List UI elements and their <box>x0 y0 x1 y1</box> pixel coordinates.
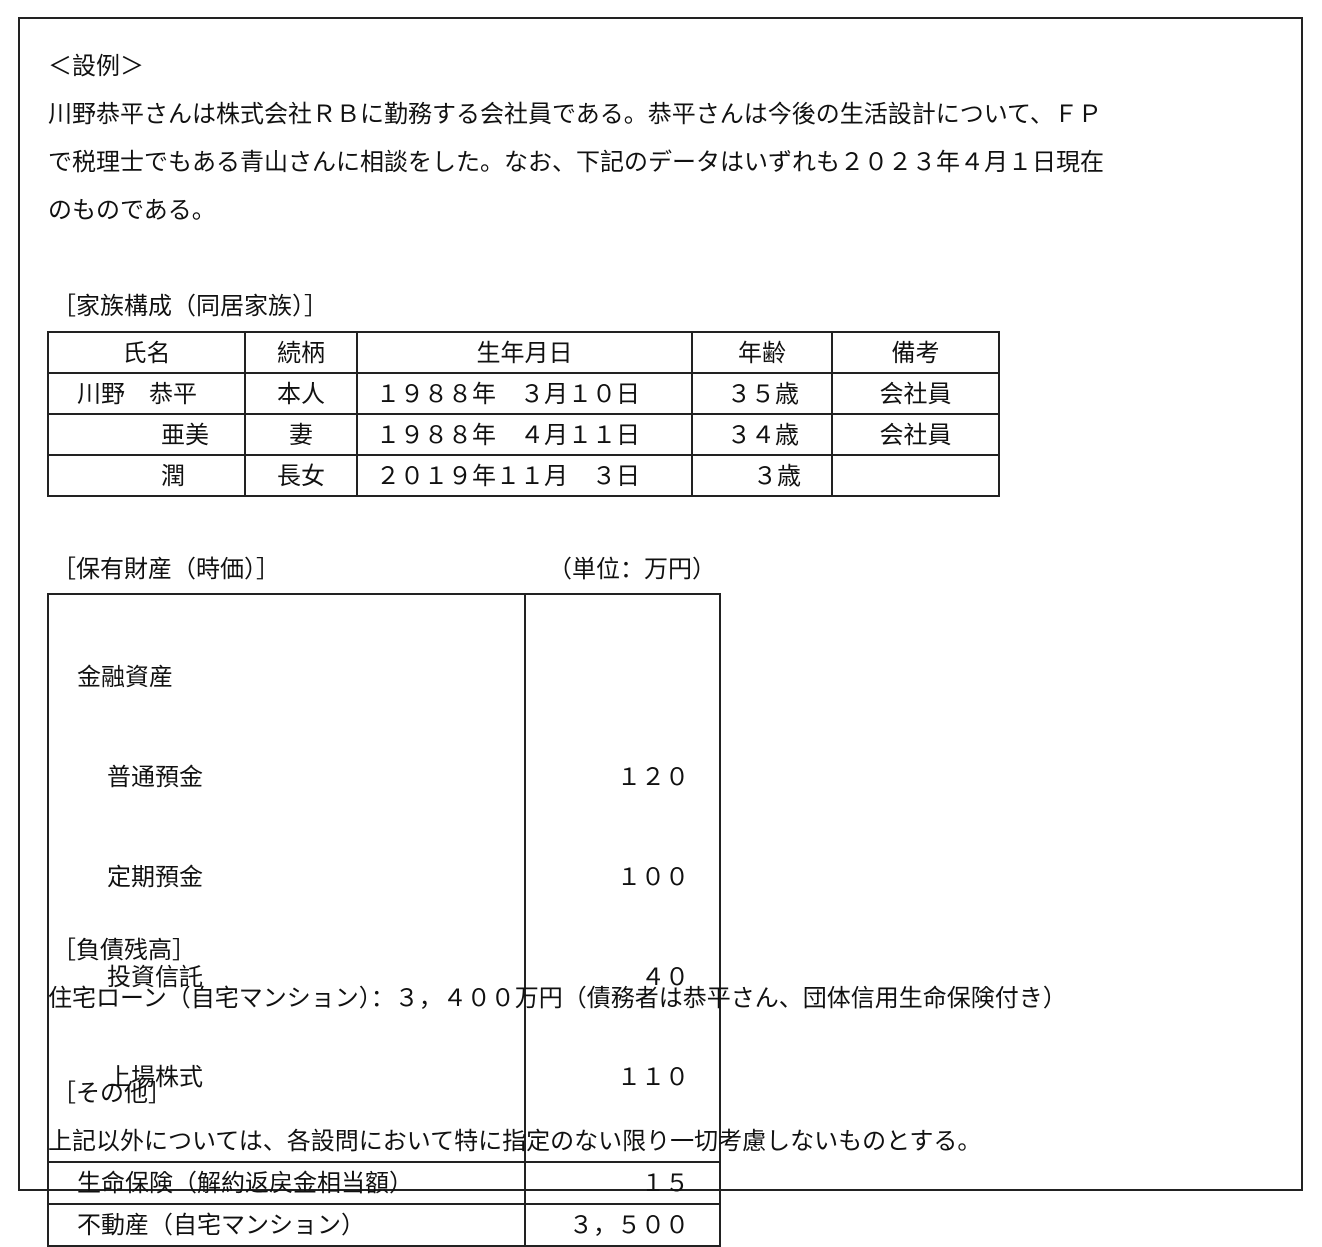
cell-age: ３５歳 <box>691 372 833 415</box>
cell-age: ３４歳 <box>691 413 833 456</box>
cell-relation: 本人 <box>244 372 358 415</box>
header-birthdate: 生年月日 <box>356 331 693 374</box>
intro-line-2: で税理士でもある青山さんに相談をした。なお、下記のデータはいずれも２０２３年４月… <box>48 148 1104 176</box>
table-row-financial: 金融資産 普通預金 定期預金 投資信託 上場株式 １２０ １００ ４０ １１０ <box>47 593 721 1163</box>
cell-note: 会社員 <box>831 372 1000 415</box>
item-value: １００ <box>617 863 689 891</box>
table-row: 潤 長女 ２０１９年１１月 ３日 ３歳 <box>47 454 1000 497</box>
table-header-row: 氏名 続柄 生年月日 年齢 備考 <box>47 331 1000 374</box>
assets-unit: （単位：万円） <box>548 555 716 583</box>
cell-name: 潤 <box>47 454 246 497</box>
table-row: 生命保険（解約返戻金相当額） １５ <box>47 1161 721 1205</box>
item-value: ３，５００ <box>524 1203 721 1247</box>
debt-title: ［負債残高］ <box>52 936 196 964</box>
item-label: 上場株式 <box>107 1063 203 1091</box>
header-note: 備考 <box>831 331 1000 374</box>
item-label: 投資信託 <box>107 963 203 991</box>
assets-title: ［保有財産（時価）］ <box>52 555 280 583</box>
item-value: １１０ <box>617 1063 689 1091</box>
cell-birthdate: １９８８年 ４月１１日 <box>356 413 693 456</box>
cell-name: 亜美 <box>47 413 246 456</box>
financial-label: 金融資産 <box>77 663 173 691</box>
table-row: 不動産（自宅マンション） ３，５００ <box>47 1203 721 1247</box>
item-label: 不動産（自宅マンション） <box>47 1203 526 1247</box>
family-table: 氏名 続柄 生年月日 年齢 備考 川野 恭平 本人 １９８８年 ３月１０日 ３５… <box>47 331 1000 497</box>
other-text: 上記以外については、各設問において特に指定のない限り一切考慮しないものとする。 <box>48 1127 982 1155</box>
debt-text: 住宅ローン（自宅マンション）：３，４００万円（債務者は恭平さん、団体信用生命保険… <box>48 984 1067 1012</box>
item-label: 定期預金 <box>107 863 203 891</box>
item-value: １２０ <box>617 763 689 791</box>
header-age: 年齢 <box>691 331 833 374</box>
item-value: ４０ <box>641 963 689 991</box>
item-label: 生命保険（解約返戻金相当額） <box>47 1161 526 1205</box>
table-row: 亜美 妻 １９８８年 ４月１１日 ３４歳 会社員 <box>47 413 1000 456</box>
heading: ＜設例＞ <box>48 52 144 80</box>
cell-note: 会社員 <box>831 413 1000 456</box>
family-title: ［家族構成（同居家族）］ <box>52 292 328 320</box>
cell-birthdate: １９８８年 ３月１０日 <box>356 372 693 415</box>
header-name: 氏名 <box>47 331 246 374</box>
cell-relation: 妻 <box>244 413 358 456</box>
other-title: ［その他］ <box>52 1079 172 1107</box>
item-label: 普通預金 <box>107 763 203 791</box>
cell-name: 川野 恭平 <box>47 372 246 415</box>
cell-age: ３歳 <box>691 454 833 497</box>
cell-relation: 長女 <box>244 454 358 497</box>
cell-birthdate: ２０１９年１１月 ３日 <box>356 454 693 497</box>
assets-table: 金融資産 普通預金 定期預金 投資信託 上場株式 １２０ １００ ４０ １１０ … <box>47 593 721 1247</box>
item-value: １５ <box>524 1161 721 1205</box>
table-row: 川野 恭平 本人 １９８８年 ３月１０日 ３５歳 会社員 <box>47 372 1000 415</box>
intro-line-3: のものである。 <box>48 196 216 224</box>
header-relation: 続柄 <box>244 331 358 374</box>
intro-line-1: 川野恭平さんは株式会社ＲＢに勤務する会社員である。恭平さんは今後の生活設計につい… <box>48 100 1102 128</box>
cell-note <box>831 454 1000 497</box>
